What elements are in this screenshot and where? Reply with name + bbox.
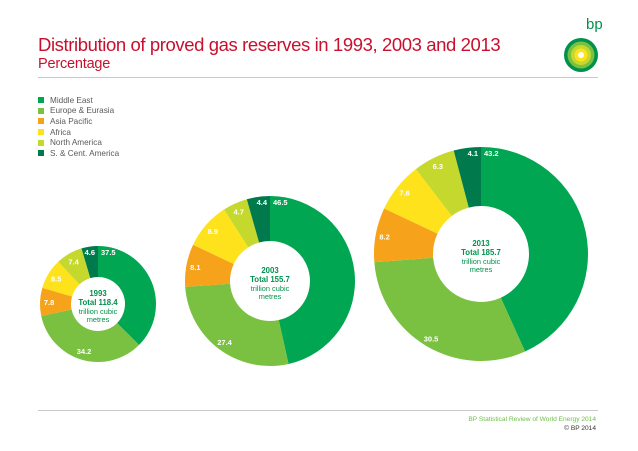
slice-2003-south-central-america: [246, 196, 270, 243]
slice-2013-north-america: [415, 150, 469, 216]
center-year-1993: 1993: [89, 289, 107, 298]
legend-label: Asia Pacific: [50, 116, 93, 126]
slice-2003-africa: [193, 209, 249, 264]
value-label-2013-middle-east: 43.2: [484, 149, 499, 158]
center-unit-2003: trillion cubic metres: [251, 284, 290, 301]
legend-item-asia-pacific: Asia Pacific: [38, 116, 119, 127]
value-label-2003-africa: 8.9: [208, 227, 218, 236]
value-label-2013-north-america: 6.3: [433, 162, 443, 171]
chart-legend: Middle East Europe & Eurasia Asia Pacifi…: [38, 95, 119, 159]
unit-line-1: trillion cubic: [79, 307, 118, 316]
header-divider: [38, 77, 598, 78]
legend-label: Africa: [50, 127, 71, 137]
center-unit-2013: trillion cubic metres: [462, 257, 501, 274]
center-total-2003: Total 155.7: [250, 275, 290, 284]
center-total-2013: Total 185.7: [461, 248, 501, 257]
bp-logo: bp: [564, 16, 603, 72]
value-label-1993-north-america: 7.4: [68, 258, 79, 267]
slice-1993-europe-eurasia: [41, 309, 140, 363]
legend-item-south-central-america: S. & Cent. America: [38, 148, 119, 159]
value-label-2013-asia-pacific: 8.2: [379, 232, 389, 241]
legend-label: Middle East: [50, 95, 93, 105]
slice-2003-asia-pacific: [185, 244, 234, 287]
value-label-2003-europe-eurasia: 27.4: [217, 338, 232, 347]
legend-label: North America: [50, 138, 102, 148]
footer-source: BP Statistical Review of World Energy 20…: [468, 416, 596, 423]
value-label-2003-asia-pacific: 8.1: [190, 263, 200, 272]
center-year-2003: 2003: [261, 266, 279, 275]
footer-divider: [38, 410, 598, 411]
slice-1993-north-america: [58, 248, 91, 285]
unit-line-2: metres: [259, 292, 282, 301]
slice-2013-africa: [384, 169, 452, 234]
slice-1993-south-central-america: [81, 246, 98, 279]
value-label-2003-north-america: 4.7: [234, 208, 244, 217]
slice-2013-south-central-america: [453, 147, 481, 208]
value-label-1993-middle-east: 37.5: [101, 248, 116, 257]
slice-2003-europe-eurasia: [185, 283, 289, 366]
center-total-1993: Total 118.4: [78, 298, 118, 307]
unit-line-2: metres: [470, 265, 493, 274]
unit-line-1: trillion cubic: [462, 257, 501, 266]
legend-swatch: [38, 150, 44, 157]
value-label-1993-europe-eurasia: 34.2: [77, 347, 92, 356]
legend-item-europe-eurasia: Europe & Eurasia: [38, 106, 119, 117]
slice-2003-north-america: [224, 199, 260, 248]
unit-line-1: trillion cubic: [251, 284, 290, 293]
chart-title: Distribution of proved gas reserves in 1…: [38, 34, 501, 55]
slice-2003-middle-east: [270, 196, 355, 364]
slice-2013-asia-pacific: [374, 208, 438, 263]
slice-2013-europe-eurasia: [374, 257, 526, 361]
slice-1993-asia-pacific: [39, 287, 73, 316]
legend-swatch: [38, 129, 44, 136]
helios-icon: [564, 38, 598, 72]
value-label-1993-south-central-america: 4.6: [85, 248, 95, 257]
center-unit-1993: trillion cubic metres: [79, 307, 118, 324]
legend-swatch: [38, 139, 44, 146]
value-label-2003-middle-east: 46.5: [273, 198, 288, 207]
footer-copyright: © BP 2014: [564, 425, 596, 432]
slice-2013-middle-east: [481, 147, 588, 352]
legend-label: Europe & Eurasia: [50, 106, 115, 116]
unit-line-2: metres: [87, 315, 110, 324]
legend-swatch: [38, 107, 44, 114]
value-label-2013-south-central-america: 4.1: [468, 149, 478, 158]
value-label-2013-europe-eurasia: 30.5: [424, 334, 439, 343]
legend-label: S. & Cent. America: [50, 148, 120, 158]
chart-subtitle: Percentage: [38, 56, 111, 72]
value-label-2003-south-central-america: 4.4: [257, 198, 268, 207]
legend-swatch: [38, 118, 44, 125]
legend-item-north-america: North America: [38, 137, 119, 148]
center-year-2013: 2013: [472, 239, 490, 248]
value-label-1993-africa: 8.5: [51, 274, 61, 283]
legend-item-middle-east: Middle East: [38, 95, 119, 106]
value-label-1993-asia-pacific: 7.8: [44, 298, 54, 307]
legend-item-africa: Africa: [38, 127, 119, 138]
bp-logo-text: bp: [586, 16, 603, 33]
legend-swatch: [38, 97, 44, 104]
slice-1993-middle-east: [98, 246, 157, 346]
value-label-2013-africa: 7.6: [399, 189, 409, 198]
slice-1993-africa: [42, 261, 80, 297]
